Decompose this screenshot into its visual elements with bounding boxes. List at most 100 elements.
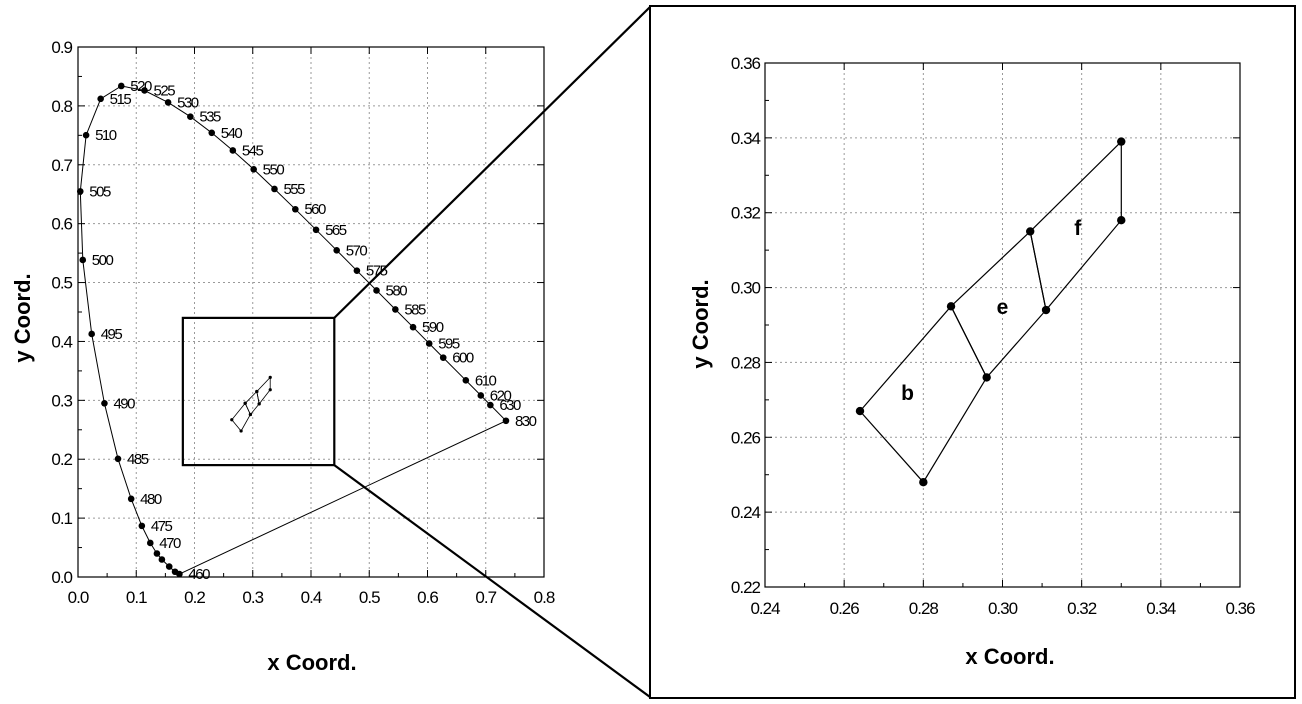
locus-point <box>114 455 122 463</box>
wavelength-label: 555 <box>283 181 305 198</box>
x-tick-label: 0.32 <box>1067 599 1097 618</box>
zoomed-point <box>982 373 991 382</box>
locus-point <box>409 323 417 331</box>
inset-quadrilaterals <box>230 375 272 433</box>
wavelength-label: 470 <box>159 535 181 552</box>
wavelength-label: 480 <box>140 491 162 508</box>
wavelength-label: 610 <box>475 372 497 389</box>
locus-point <box>127 495 135 503</box>
locus-point <box>158 556 166 563</box>
wavelength-label: 515 <box>110 91 132 108</box>
x-tick-label: 0.4 <box>301 588 322 607</box>
y-tick-label: 0.34 <box>731 129 761 148</box>
wavelength-label: 575 <box>366 263 388 280</box>
y-tick-label: 0.30 <box>731 279 761 298</box>
inset-point <box>268 375 272 379</box>
zoom-connector-lines <box>333 6 651 698</box>
locus-point <box>250 166 257 173</box>
zoomed-region-labels: b e f <box>901 217 1082 405</box>
zoom-region-box <box>181 316 336 467</box>
wavelength-label: 485 <box>127 451 149 468</box>
locus-point <box>292 205 299 213</box>
zoom-connector-bottom <box>333 464 651 698</box>
cie-diagram-chart: 0.0 0.1 0.2 0.3 0.4 0.5 0.6 0.7 0.8 0.0 0.1 0.2 0.3 0… <box>10 38 556 675</box>
zoomed-point <box>1117 137 1126 146</box>
wavelength-label: 525 <box>154 82 176 99</box>
y-tick-label: 0.26 <box>731 428 761 447</box>
wavelength-label: 505 <box>89 183 111 200</box>
x-tick-label: 0.24 <box>750 599 780 618</box>
x-tick-label: 0.0 <box>68 588 89 607</box>
spectral-locus-points <box>76 82 510 578</box>
locus-point <box>164 99 172 106</box>
inset-point <box>239 429 243 433</box>
wavelength-label: 500 <box>92 252 114 269</box>
locus-point <box>138 522 146 530</box>
wavelength-label: 545 <box>242 142 264 159</box>
x-tick-label: 0.36 <box>1225 599 1255 618</box>
y-tick-label: 0.28 <box>731 353 761 372</box>
y-tick-label: 0.6 <box>51 215 72 234</box>
y-tick-label: 0.0 <box>51 568 72 587</box>
x-tick-label: 0.34 <box>1146 599 1176 618</box>
locus-point <box>146 539 154 547</box>
cie-diagram-axis-ticks: 0.0 0.1 0.2 0.3 0.4 0.5 0.6 0.7 0.8 0.0 0.1 0.2 0.3 0… <box>51 38 555 607</box>
wavelength-label: 535 <box>199 109 221 126</box>
locus-point <box>392 306 399 313</box>
x-tick-label: 0.28 <box>909 599 939 618</box>
inset-point <box>248 412 253 417</box>
locus-point <box>271 185 278 193</box>
zoomed-point <box>1117 216 1126 225</box>
wavelength-label: 580 <box>386 282 408 299</box>
locus-point <box>208 129 216 137</box>
wavelength-label: 550 <box>263 161 285 178</box>
zoomed-region-points <box>855 137 1126 487</box>
x-tick-label: 0.6 <box>417 588 438 607</box>
x-tick-label: 0.1 <box>126 588 147 607</box>
wavelength-label: 590 <box>422 319 444 336</box>
locus-point <box>333 247 340 254</box>
zoomed-region-grid <box>765 63 1240 587</box>
zoom-panel-frame <box>649 5 1296 699</box>
locus-point <box>165 563 173 570</box>
cie-diagram-y-axis-label: y Coord. <box>10 273 35 362</box>
zoomed-region-chart: 0.24 0.26 0.28 0.30 0.32 0.34 0.36 0.22 0.24 0.26… <box>688 54 1256 669</box>
zoomed-point <box>1026 227 1035 236</box>
wavelength-label: 560 <box>304 201 326 218</box>
inset-point <box>230 418 234 422</box>
locus-point <box>502 417 510 425</box>
locus-point <box>153 550 161 557</box>
inset-point <box>255 389 259 394</box>
y-tick-label: 0.9 <box>51 38 72 57</box>
wavelength-label: 600 <box>452 350 474 367</box>
wavelength-label: 830 <box>515 413 537 430</box>
zoomed-point <box>1041 305 1051 315</box>
y-tick-label: 0.32 <box>731 204 761 223</box>
zoomed-region-x-axis-label: x Coord. <box>965 644 1054 669</box>
inset-point <box>268 388 272 392</box>
locus-point <box>487 401 494 409</box>
x-tick-label: 0.26 <box>830 599 860 618</box>
y-tick-label: 0.1 <box>51 509 72 528</box>
region-b-label: b <box>901 382 914 405</box>
locus-point <box>82 131 90 139</box>
locus-point <box>88 330 95 338</box>
locus-point <box>187 113 194 121</box>
locus-point <box>353 267 361 274</box>
wavelength-label: 595 <box>438 336 460 353</box>
locus-point <box>141 87 148 94</box>
locus-point <box>462 377 470 384</box>
zoomed-point <box>946 302 956 311</box>
inset-point <box>243 401 247 405</box>
y-tick-label: 0.4 <box>51 332 72 351</box>
locus-point <box>312 226 320 234</box>
zoom-connector-top <box>333 6 651 319</box>
wavelength-label: 530 <box>177 94 199 111</box>
y-tick-label: 0.3 <box>51 391 72 410</box>
locus-point <box>97 95 104 103</box>
x-tick-label: 0.5 <box>359 588 380 607</box>
locus-point <box>79 256 87 264</box>
wavelength-label: 520 <box>130 78 152 95</box>
